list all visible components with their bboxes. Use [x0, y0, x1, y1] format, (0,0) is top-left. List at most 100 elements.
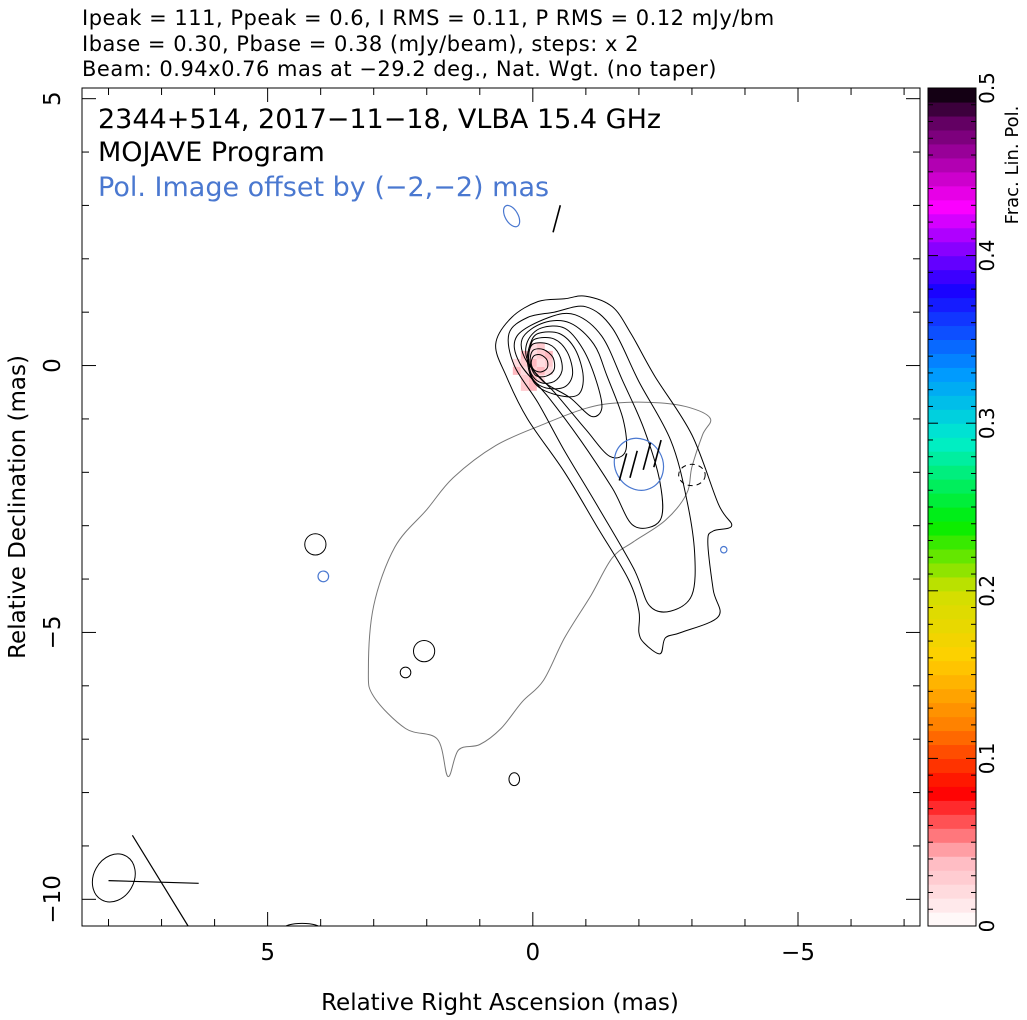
colorbar-swatch [928, 646, 976, 662]
colorbar-swatch [928, 143, 976, 159]
colorbar-swatch [928, 423, 976, 438]
y-tick-label: 5 [40, 91, 66, 106]
colorbar-swatch [928, 604, 976, 620]
x-axis-label: Relative Right Ascension (mas) [321, 990, 679, 1016]
colorbar-swatch [928, 325, 976, 340]
colorbar-swatch [928, 213, 976, 229]
colorbar-swatch [928, 115, 976, 131]
colorbar-swatch [928, 716, 976, 732]
frac-pol-pixel [528, 366, 537, 375]
colorbar-swatch [928, 451, 976, 466]
colorbar-swatch [928, 101, 976, 117]
colorbar-swatch [928, 786, 976, 801]
y-tick-label: 0 [40, 358, 66, 373]
intensity-contour-c6 [526, 331, 584, 398]
colorbar-swatch [928, 520, 976, 536]
plot-frame [81, 87, 921, 927]
colorbar-tick-label: 0.1 [975, 742, 999, 774]
frac-pol-pixel [528, 358, 537, 367]
frac-pol-pixel [520, 350, 529, 359]
colorbar-swatch [928, 339, 976, 354]
beam-shape [91, 853, 136, 903]
colorbar-swatch [928, 507, 976, 522]
y-tick-label: −10 [40, 875, 66, 924]
colorbar-swatch [928, 590, 976, 606]
colorbar-swatch [928, 465, 976, 480]
colorbar-swatch [928, 241, 976, 257]
colorbar-swatch [928, 674, 976, 690]
evpa-tick [618, 453, 628, 481]
colorbar-swatch [928, 562, 976, 578]
frac-pol-pixel [512, 358, 521, 367]
colorbar-swatch [928, 311, 976, 327]
colorbar-swatch [928, 828, 976, 843]
colorbar-swatch [928, 842, 976, 857]
frac-pol-pixel [544, 358, 553, 367]
frac-pol-pixel [520, 358, 529, 367]
beam-cross-major [131, 834, 189, 927]
colorbar-swatch [928, 632, 976, 648]
x-tick-label: 5 [260, 940, 275, 966]
frac-pol-pixel [544, 366, 553, 375]
frac-pol-pixel [536, 366, 545, 375]
colorbar-swatch [928, 129, 976, 145]
colorbar-swatch [928, 88, 976, 103]
isolated-contour-blob-e [285, 922, 320, 926]
colorbar-tick-label: 0.4 [975, 240, 999, 272]
colorbar-swatch [928, 367, 976, 382]
colorbar-swatch [928, 157, 976, 173]
colorbar-swatch [928, 772, 976, 787]
frac-pol-pixel [528, 350, 537, 359]
isolated-contour-blob-c [399, 666, 412, 679]
colorbar-swatch [928, 534, 976, 550]
header-line-2: Ibase = 0.30, Pbase = 0.38 (mJy/beam), s… [82, 32, 639, 56]
colorbar-label: Frac. Lin. Pol. [1002, 106, 1023, 225]
colorbar-swatch [928, 381, 976, 396]
intensity-contour-c1 [495, 295, 733, 655]
colorbar-swatch [928, 856, 976, 871]
colorbar-swatch [928, 618, 976, 634]
colorbar-swatch [928, 688, 976, 704]
frac-pol-pixel [528, 342, 537, 351]
colorbar-swatch [928, 437, 976, 452]
y-axis-label: Relative Declination (mas) [5, 355, 31, 659]
colorbar-tick-label: 0.5 [975, 72, 999, 104]
colorbar-swatch [928, 730, 976, 746]
colorbar-swatch [928, 814, 976, 829]
intensity-contour-c3 [513, 312, 664, 529]
colorbar-swatch [928, 702, 976, 718]
axis-ticks: 5 0 −5 5 0 −5 −10 [40, 88, 920, 966]
total-intensity-outline [367, 401, 712, 778]
colorbar-swatch [928, 269, 976, 285]
isolated-contour-blob-d [508, 772, 521, 787]
colorbar-tick-label: 0.3 [975, 407, 999, 439]
colorbar-swatch [928, 800, 976, 815]
colorbar-swatch [928, 548, 976, 564]
intensity-contour-c10 [530, 354, 549, 373]
isolated-contour-blob-a [304, 533, 327, 556]
polarized-contour-pol-a [613, 437, 665, 491]
colorbar-tick-label: 0 [975, 920, 999, 933]
colorbar-swatch [928, 283, 976, 299]
colorbar-swatch [928, 409, 976, 424]
intensity-contour-c4 [520, 320, 628, 459]
intensity-contour-c8 [528, 342, 563, 384]
colorbar-swatch [928, 353, 976, 368]
frac-pol-pixel [536, 358, 545, 367]
colorbar-swatch [928, 758, 976, 773]
frac-pol-pixel [544, 350, 553, 359]
contours [285, 295, 733, 926]
beam-cross-minor [108, 880, 199, 884]
frac-pol-pixel [528, 382, 537, 391]
header-line-1: Ipeak = 111, Ppeak = 0.6, I RMS = 0.11, … [82, 6, 775, 30]
negative-contour-neg-a [678, 463, 706, 487]
colorbar-swatch [928, 171, 976, 187]
frac-pol-pixel [536, 342, 545, 351]
polarized-contour-pol-c [317, 570, 330, 583]
y-tick-label: −5 [40, 615, 66, 649]
evpa-tick [629, 450, 638, 479]
x-tick-label: 0 [526, 940, 541, 966]
colorbar-swatch [928, 493, 976, 508]
intensity-contour-c9 [529, 348, 556, 378]
